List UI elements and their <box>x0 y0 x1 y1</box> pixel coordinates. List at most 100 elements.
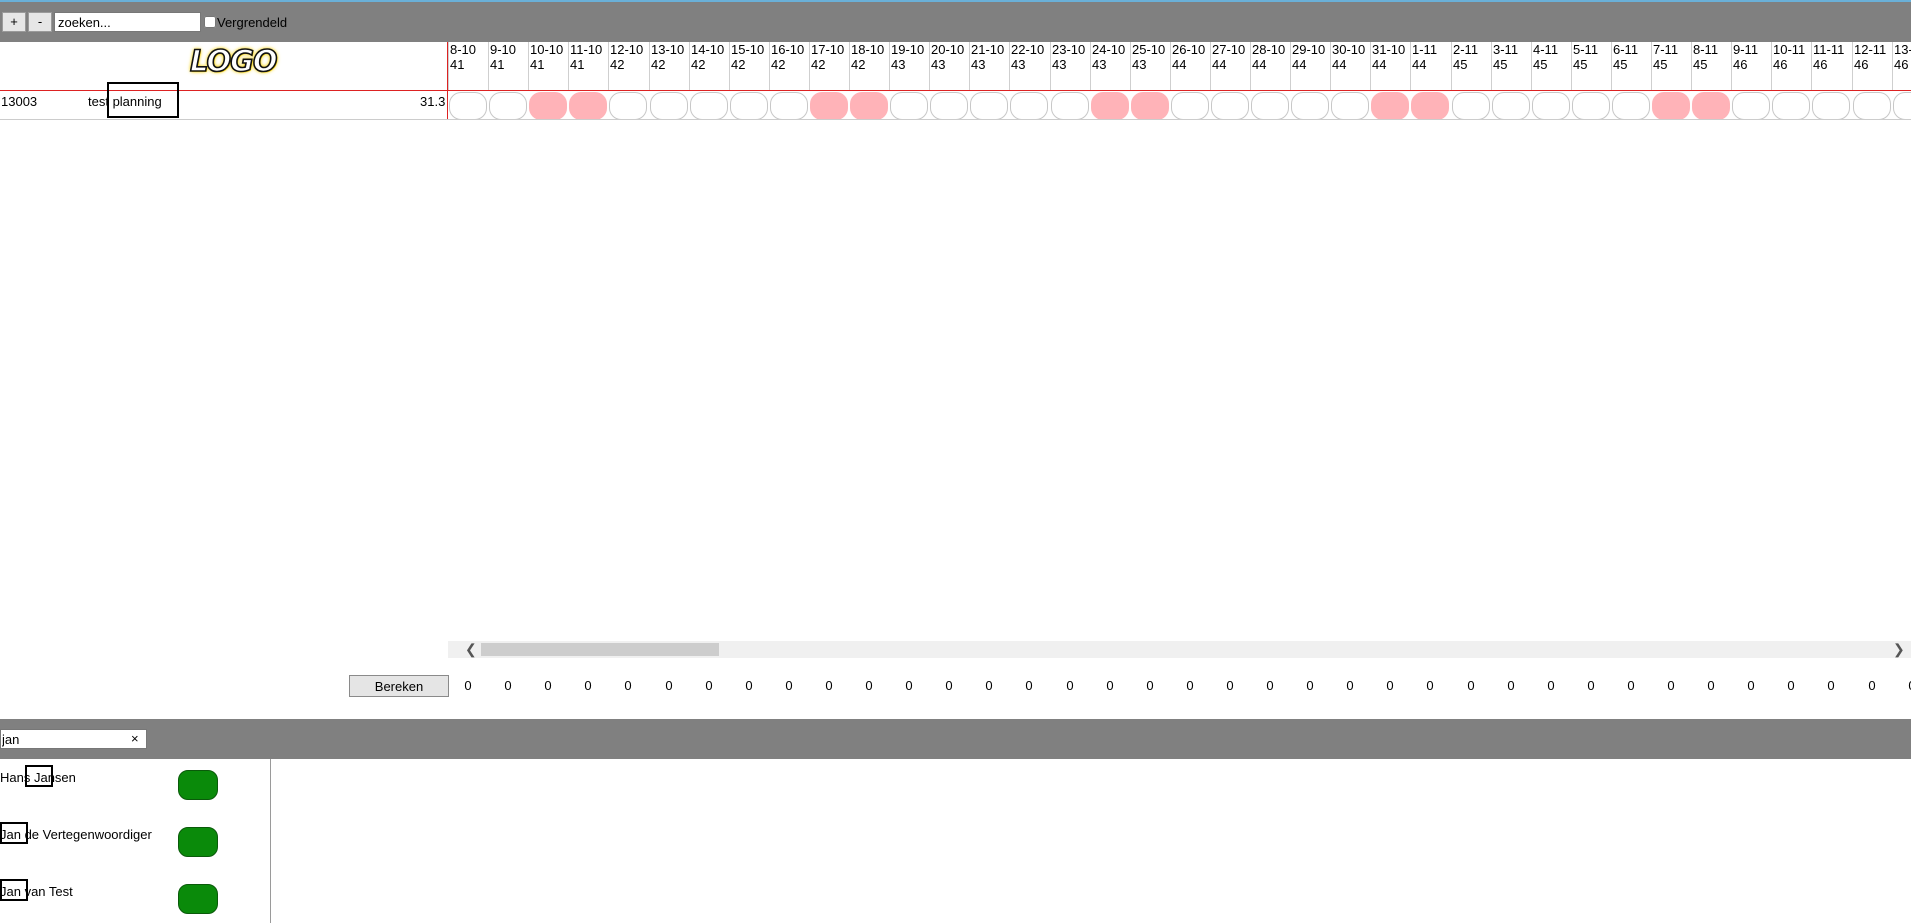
date-label: 5-11 <box>1573 42 1599 57</box>
planning-cell[interactable] <box>1853 92 1891 120</box>
week-label: 41 <box>530 57 545 72</box>
zoom-out-button[interactable]: - <box>28 12 52 32</box>
date-label: 4-11 <box>1533 42 1559 57</box>
resource-search-input[interactable] <box>0 729 147 749</box>
date-label: 13-11 <box>1894 42 1911 57</box>
date-column: 9-10 41 <box>488 42 528 90</box>
weekend-cell[interactable] <box>1091 92 1129 120</box>
row-name[interactable]: test planning <box>88 94 162 109</box>
resource-status-button[interactable] <box>178 770 218 800</box>
planning-cell[interactable] <box>1893 92 1911 120</box>
date-label: 1-11 <box>1412 42 1438 57</box>
planning-cell[interactable] <box>690 92 728 120</box>
planning-cell[interactable] <box>1251 92 1289 120</box>
planning-cell[interactable] <box>1572 92 1610 120</box>
weekend-cell[interactable] <box>569 92 607 120</box>
weekend-cell[interactable] <box>850 92 888 120</box>
date-header: 8-10 41 9-10 41 10-10 41 11-10 41 12-10 42 13-10 42… <box>448 42 1911 90</box>
total-value: 0 <box>1066 678 1074 693</box>
weekend-cell[interactable] <box>1371 92 1409 120</box>
planning-cell[interactable] <box>1291 92 1329 120</box>
totals-row: 0 0 0 0 0 0 0 0 0 0 0 0 0 0 0 0 0 0 0 0 0 0 0 0 0 0 0 0 0 0 0 0 0 0 0 0 0 <box>448 678 1911 696</box>
planning-cell[interactable] <box>1051 92 1089 120</box>
match-highlight <box>0 822 28 844</box>
planning-cell[interactable] <box>1812 92 1850 120</box>
resource-name: Jan van Test <box>0 884 73 899</box>
calculate-button[interactable]: Bereken <box>349 675 449 697</box>
planning-cell[interactable] <box>449 92 487 120</box>
total-value: 0 <box>1146 678 1154 693</box>
week-label: 43 <box>931 57 946 72</box>
total-value: 0 <box>705 678 713 693</box>
week-label: 46 <box>1854 57 1869 72</box>
week-label: 43 <box>1132 57 1147 72</box>
top-accent-line <box>0 0 1911 2</box>
planning-cell[interactable] <box>930 92 968 120</box>
planning-cell[interactable] <box>1532 92 1570 120</box>
date-label: 19-10 <box>891 42 925 57</box>
planning-cell[interactable] <box>489 92 527 120</box>
date-column: 5-11 45 <box>1571 42 1611 90</box>
total-value: 0 <box>544 678 552 693</box>
date-label: 7-11 <box>1653 42 1679 57</box>
date-label: 27-10 <box>1212 42 1246 57</box>
horizontal-scrollbar[interactable]: ❮ ❯ <box>448 641 1911 658</box>
weekend-cell[interactable] <box>1411 92 1449 120</box>
total-value: 0 <box>745 678 753 693</box>
scroll-left-icon[interactable]: ❮ <box>465 641 477 657</box>
week-label: 44 <box>1412 57 1427 72</box>
planning-cell[interactable] <box>609 92 647 120</box>
planning-cell[interactable] <box>1452 92 1490 120</box>
lock-checkbox[interactable] <box>204 16 216 28</box>
weekend-cell[interactable] <box>1652 92 1690 120</box>
planning-cell[interactable] <box>1492 92 1530 120</box>
week-label: 43 <box>891 57 906 72</box>
date-column: 10-11 46 <box>1771 42 1811 90</box>
planning-cell[interactable] <box>1211 92 1249 120</box>
week-label: 44 <box>1212 57 1227 72</box>
weekend-cell[interactable] <box>1692 92 1730 120</box>
planning-cell[interactable] <box>1772 92 1810 120</box>
lock-label: Vergrendeld <box>217 14 288 30</box>
row-id: 13003 <box>1 94 38 109</box>
date-label: 26-10 <box>1172 42 1206 57</box>
lock-toggle[interactable]: Vergrendeld <box>204 12 287 32</box>
scroll-right-icon[interactable]: ❯ <box>1893 641 1905 657</box>
week-label: 44 <box>1252 57 1267 72</box>
weekend-cell[interactable] <box>1131 92 1169 120</box>
date-label: 10-11 <box>1773 42 1806 57</box>
date-label: 6-11 <box>1613 42 1639 57</box>
planning-cell[interactable] <box>970 92 1008 120</box>
weekend-cell[interactable] <box>529 92 567 120</box>
clear-search-icon[interactable]: × <box>131 731 139 746</box>
planning-cell[interactable] <box>770 92 808 120</box>
resource-status-button[interactable] <box>178 827 218 857</box>
zoom-in-button[interactable]: + <box>2 12 26 32</box>
scroll-thumb[interactable] <box>481 643 719 656</box>
week-label: 44 <box>1172 57 1187 72</box>
date-label: 11-10 <box>570 42 603 57</box>
week-label: 44 <box>1292 57 1307 72</box>
search-input[interactable] <box>54 12 201 32</box>
planning-cell[interactable] <box>1331 92 1369 120</box>
resource-status-button[interactable] <box>178 884 218 914</box>
week-label: 44 <box>1332 57 1347 72</box>
planning-cell[interactable] <box>730 92 768 120</box>
planning-cell[interactable] <box>650 92 688 120</box>
week-label: 44 <box>1372 57 1387 72</box>
resource-toolbar <box>0 719 1911 759</box>
week-label: 43 <box>1011 57 1026 72</box>
date-label: 18-10 <box>851 42 885 57</box>
date-column: 17-10 42 <box>809 42 849 90</box>
date-label: 8-11 <box>1693 42 1719 57</box>
week-label: 42 <box>811 57 826 72</box>
planning-cell[interactable] <box>1171 92 1209 120</box>
planning-cell[interactable] <box>890 92 928 120</box>
date-column: 24-10 43 <box>1090 42 1130 90</box>
planning-cell[interactable] <box>1010 92 1048 120</box>
planning-cell[interactable] <box>1612 92 1650 120</box>
week-label: 41 <box>450 57 465 72</box>
planning-cell[interactable] <box>1732 92 1770 120</box>
total-value: 0 <box>665 678 673 693</box>
weekend-cell[interactable] <box>810 92 848 120</box>
